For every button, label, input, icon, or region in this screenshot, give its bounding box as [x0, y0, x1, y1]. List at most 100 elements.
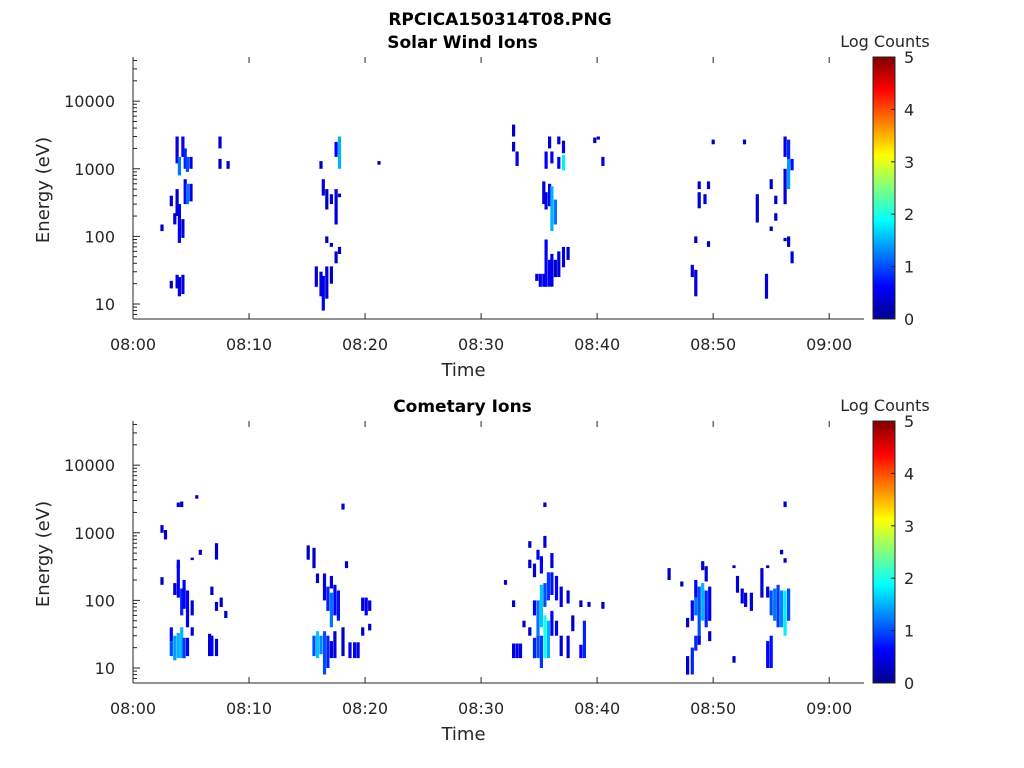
heatmap-cell [169, 641, 173, 657]
heatmap-cell [314, 266, 318, 287]
heatmap-cell [544, 151, 548, 169]
heatmap-cell [503, 580, 508, 585]
colorbar-tick-label: 5 [904, 48, 914, 67]
colorbar-label: Log Counts [840, 396, 930, 415]
heatmap-cell [550, 151, 554, 164]
heatmap-cell [686, 656, 690, 675]
colorbar-tick-label: 1 [904, 258, 914, 277]
colorbar-tick-label: 0 [904, 310, 914, 329]
heatmap-cell [518, 643, 523, 659]
heatmap-cell [312, 635, 316, 657]
heatmap-cell [561, 140, 566, 154]
heatmap-cell [735, 575, 740, 593]
y-tick-label: 100 [84, 591, 115, 610]
x-tick-label: 08:00 [110, 335, 156, 354]
heatmap-cell [515, 643, 519, 659]
heatmap-cell [315, 573, 320, 584]
colorbar-label: Log Counts [840, 32, 930, 51]
heatmap-cell [706, 241, 711, 247]
heatmap-cell [522, 620, 526, 628]
heatmap-cell [329, 575, 333, 589]
heatmap-cell [766, 586, 770, 598]
heatmap-cell [694, 236, 698, 243]
heatmap-cell [755, 194, 759, 223]
colorbar-tick-label: 1 [904, 622, 914, 641]
x-tick-label: 08:10 [226, 335, 272, 354]
heatmap-cell [579, 600, 583, 607]
heatmap-cell [566, 246, 570, 260]
heatmap-cell [690, 647, 694, 675]
heatmap-cell [189, 183, 193, 202]
x-tick-label: 08:40 [574, 699, 620, 718]
heatmap-cell [732, 656, 736, 663]
heatmap-cell [550, 572, 554, 595]
heatmap-cell [321, 179, 325, 196]
heatmap-cell [173, 635, 177, 661]
heatmap-cell [177, 204, 181, 243]
heatmap-cell [783, 501, 787, 508]
heatmap-cell [169, 280, 173, 289]
heatmap-cell [515, 151, 519, 166]
heatmap-cell [571, 615, 575, 632]
heatmap-cell [325, 266, 329, 299]
heatmap-cell [536, 549, 540, 560]
y-tick-label: 10000 [64, 92, 115, 111]
heatmap-cell [329, 242, 333, 247]
heatmap-cell [790, 158, 794, 171]
heatmap-cell [706, 181, 711, 190]
heatmap-cell [787, 158, 791, 190]
colorbar-tick-label: 3 [904, 153, 914, 172]
heatmap-cell [557, 156, 561, 169]
heatmap-cell [760, 568, 764, 598]
colorbar-tick-label: 4 [904, 100, 914, 119]
heatmap-cell [787, 139, 791, 164]
chart-panel-1: 08:00 08:10 08:20 08:30 08:40 08:50 09:0010100… [33, 32, 930, 381]
heatmap-cell [543, 535, 547, 548]
x-tick-label: 08:20 [342, 335, 388, 354]
heatmap-cell [173, 583, 177, 595]
heatmap-cell [208, 633, 212, 641]
heatmap-cell [550, 610, 554, 636]
heatmap-cell [790, 251, 794, 264]
heatmap-cell [341, 503, 345, 510]
heatmap-cell [544, 192, 548, 210]
heatmap-cell [539, 556, 543, 574]
heatmap-cell [377, 161, 381, 165]
heatmap-cell [532, 600, 537, 616]
heatmap-cell [536, 635, 540, 659]
heatmap-cell [180, 627, 184, 659]
heatmap-cell [185, 590, 190, 628]
heatmap-cell [764, 273, 769, 299]
heatmap-cell [686, 617, 690, 628]
colorbar-tick-label: 5 [904, 412, 914, 431]
heatmap-cell [532, 637, 537, 659]
colorbar [872, 56, 896, 320]
heatmap-cell [326, 586, 330, 611]
colorbar-tick-label: 2 [904, 569, 914, 588]
heatmap-cell [176, 502, 180, 507]
heatmap-cell [694, 635, 698, 651]
heatmap-cell [704, 590, 708, 628]
heatmap-cell [593, 137, 597, 144]
heatmap-cell [208, 635, 212, 657]
heatmap-cell [224, 610, 228, 618]
heatmap-cell [181, 219, 185, 238]
heatmap-cell [319, 161, 323, 169]
heatmap-cell [512, 141, 516, 152]
colorbar [872, 420, 896, 684]
heatmap-cell [160, 525, 164, 533]
x-tick-label: 08:50 [690, 335, 736, 354]
heatmap-cell [528, 627, 532, 636]
heatmap-cell [219, 597, 223, 607]
heatmap-cell [769, 226, 773, 231]
heatmap-cell [185, 156, 190, 172]
heatmap-cell [177, 156, 181, 176]
heatmap-cell [601, 156, 605, 166]
heatmap-cell [697, 181, 701, 190]
heatmap-cell [783, 168, 787, 205]
heatmap-marks [160, 124, 794, 311]
heatmap-cell [176, 632, 180, 659]
x-tick-label: 08:10 [226, 699, 272, 718]
y-tick-label: 1000 [74, 160, 115, 179]
heatmap-cell [169, 627, 173, 642]
